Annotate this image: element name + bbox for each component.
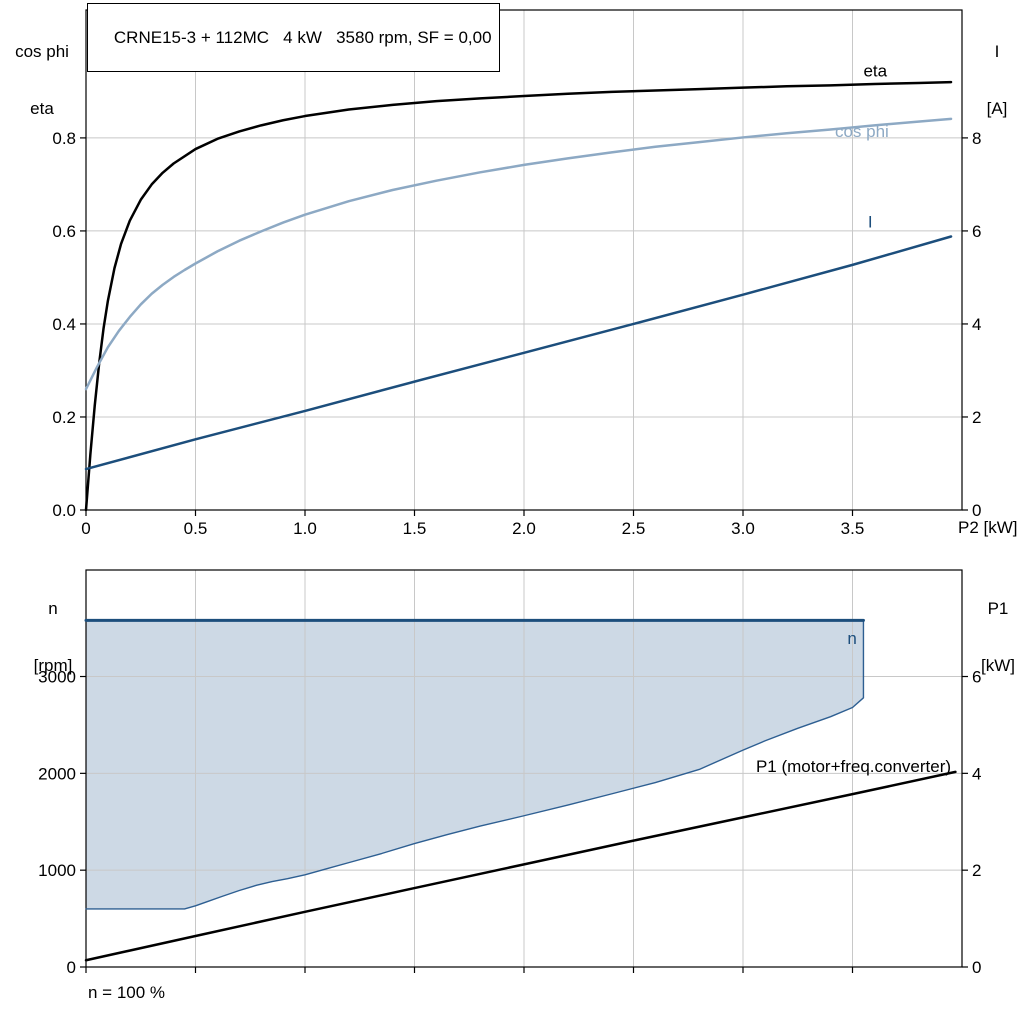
chart-title: CRNE15-3 + 112MC 4 kW 3580 rpm, SF = 0,0… [113, 28, 492, 47]
svg-text:1.0: 1.0 [293, 519, 317, 538]
svg-text:0: 0 [67, 958, 76, 977]
svg-text:6: 6 [972, 222, 981, 241]
svg-text:0: 0 [972, 501, 981, 520]
bottom-left-axis-label: n [rpm] [18, 561, 88, 713]
svg-text:2: 2 [972, 861, 981, 880]
svg-text:4: 4 [972, 764, 981, 783]
svg-text:I: I [868, 213, 873, 232]
svg-text:cos phi: cos phi [835, 122, 889, 141]
svg-text:eta: eta [863, 61, 887, 80]
bottom-right-axis-label: P1 [kW] [972, 561, 1024, 713]
speed-axis-label-line1: n [48, 599, 58, 618]
svg-text:0: 0 [81, 519, 90, 538]
svg-text:4: 4 [972, 315, 981, 334]
svg-text:2000: 2000 [38, 764, 76, 783]
svg-text:3.0: 3.0 [731, 519, 755, 538]
svg-text:2: 2 [972, 408, 981, 427]
right-axis-label-line2: [A] [986, 99, 1008, 118]
svg-text:1000: 1000 [38, 861, 76, 880]
svg-text:0.5: 0.5 [184, 519, 208, 538]
svg-text:0: 0 [972, 958, 981, 977]
chart-title-box: CRNE15-3 + 112MC 4 kW 3580 rpm, SF = 0,0… [87, 3, 500, 72]
svg-text:0.8: 0.8 [52, 129, 76, 148]
right-axis-label-line1: I [994, 42, 1000, 61]
svg-text:6: 6 [972, 668, 981, 687]
svg-text:n: n [847, 629, 856, 648]
x-axis-label: P2 [kW] [958, 518, 1018, 537]
svg-text:0.0: 0.0 [52, 501, 76, 520]
svg-text:P1 (motor+freq.converter): P1 (motor+freq.converter) [756, 757, 951, 776]
svg-text:1.5: 1.5 [403, 519, 427, 538]
top-right-axis-label: I [A] [972, 4, 1022, 156]
svg-text:8: 8 [972, 129, 981, 148]
speed-axis-label-line2: [rpm] [33, 656, 73, 675]
svg-text:0.4: 0.4 [52, 315, 76, 334]
left-axis-label-line1: cos phi [15, 42, 69, 61]
left-axis-label-line2: eta [30, 99, 54, 118]
svg-text:2.0: 2.0 [512, 519, 536, 538]
svg-text:3000: 3000 [38, 668, 76, 687]
svg-text:0.6: 0.6 [52, 222, 76, 241]
svg-text:3.5: 3.5 [841, 519, 865, 538]
top-left-axis-label: cos phi eta [0, 4, 84, 156]
p1-axis-label-line2: [kW] [981, 656, 1015, 675]
p1-axis-label-line1: P1 [987, 599, 1009, 618]
svg-text:0.2: 0.2 [52, 408, 76, 427]
speed-footnote: n = 100 % [88, 983, 166, 1002]
svg-text:2.5: 2.5 [622, 519, 646, 538]
